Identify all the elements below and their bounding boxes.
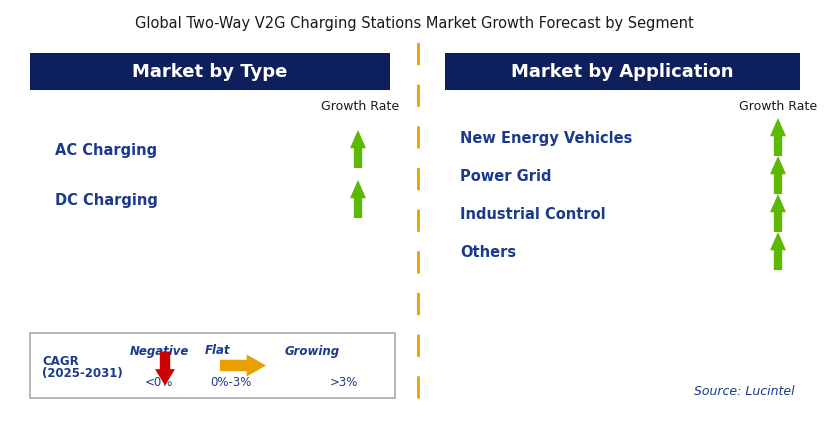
Bar [30,53,389,90]
Polygon shape [769,118,785,156]
Text: Source: Lucintel: Source: Lucintel [694,385,794,398]
Text: <0%: <0% [145,375,173,388]
Text: Global Two-Way V2G Charging Stations Market Growth Forecast by Segment: Global Two-Way V2G Charging Stations Mar… [134,16,692,31]
Text: AC Charging: AC Charging [55,142,157,158]
Text: New Energy Vehicles: New Energy Vehicles [460,130,632,146]
Text: Growing: Growing [285,345,339,358]
Polygon shape [344,345,363,379]
Text: 0%-3%: 0%-3% [209,375,251,388]
Text: >3%: >3% [330,375,358,388]
Polygon shape [769,194,785,232]
Text: CAGR: CAGR [42,355,79,368]
Bar [30,333,394,398]
Text: Market by Type: Market by Type [132,63,287,81]
Polygon shape [769,232,785,270]
Polygon shape [155,352,175,385]
Polygon shape [349,130,365,168]
Text: Industrial Control: Industrial Control [460,207,605,221]
Text: DC Charging: DC Charging [55,193,157,207]
Polygon shape [349,180,365,218]
Text: Market by Application: Market by Application [511,63,733,81]
Text: Growth Rate: Growth Rate [320,99,398,112]
Polygon shape [769,156,785,194]
Text: Power Grid: Power Grid [460,168,551,184]
Text: Growth Rate: Growth Rate [738,99,816,112]
Text: (2025-2031): (2025-2031) [42,367,123,380]
Text: Others: Others [460,245,516,259]
Bar [445,53,799,90]
Text: Negative: Negative [130,345,189,358]
Polygon shape [219,354,266,376]
Text: Flat: Flat [205,345,230,358]
